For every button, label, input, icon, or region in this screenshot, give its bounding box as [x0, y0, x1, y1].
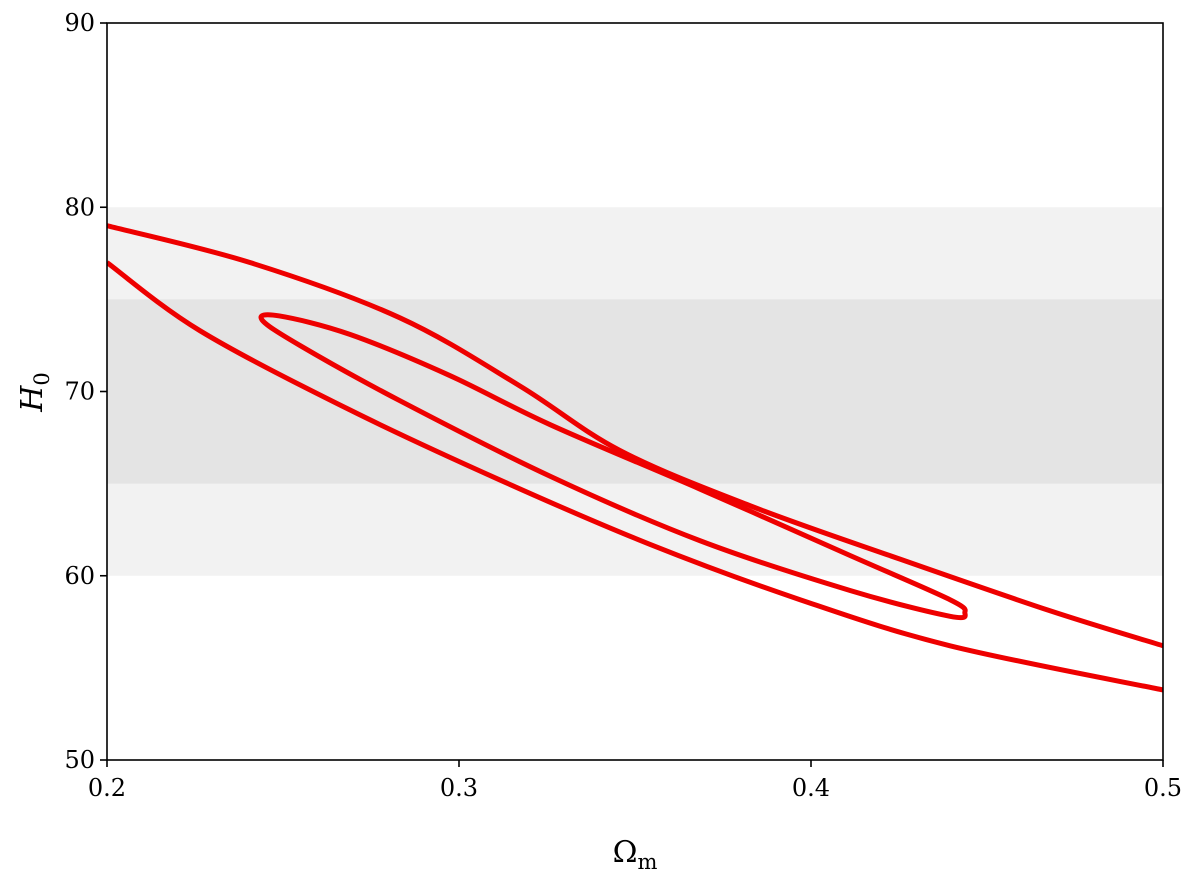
y-label-subscript: 0	[30, 372, 54, 385]
x-label-subscript: m	[637, 850, 657, 874]
contour-line	[107, 223, 1163, 693]
x-tick-label: 0.4	[792, 774, 830, 802]
y-tick-label: 60	[64, 562, 95, 590]
y-label-symbol: H	[15, 385, 50, 413]
x-tick-label: 0.2	[88, 774, 126, 802]
y-axis-label: H0	[15, 372, 54, 413]
y-tick-label: 80	[64, 193, 95, 221]
y-tick-label: 90	[64, 9, 95, 37]
x-label-symbol: Ω	[613, 835, 638, 870]
y-tick-label: 50	[64, 746, 95, 774]
y-tick-label: 70	[64, 378, 95, 406]
x-tick-label: 0.3	[440, 774, 478, 802]
x-axis-label: Ωm	[613, 835, 658, 874]
x-tick-label: 0.5	[1144, 774, 1182, 802]
contour-line	[258, 312, 968, 621]
band	[107, 299, 1163, 484]
